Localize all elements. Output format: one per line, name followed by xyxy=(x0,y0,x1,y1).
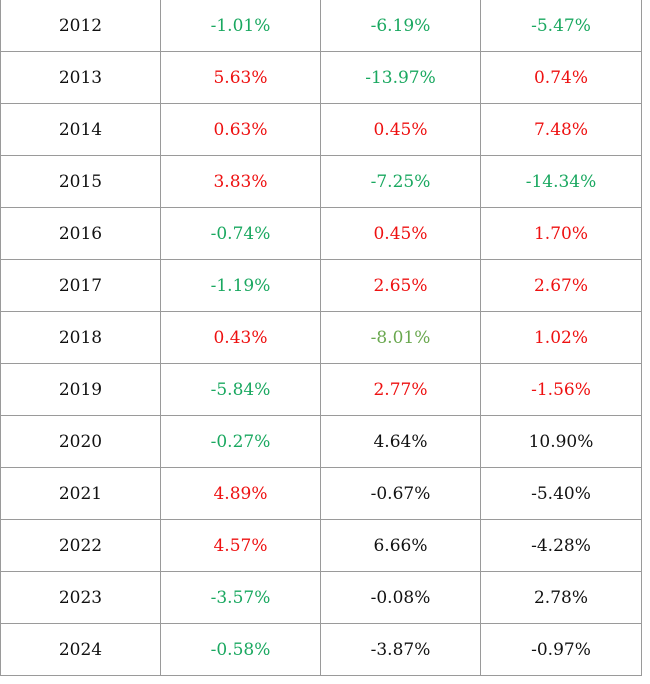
value-cell: -0.58% xyxy=(160,623,321,676)
value-cell: 7.48% xyxy=(480,103,642,156)
value-cell: -5.84% xyxy=(160,363,321,416)
value-cell: 4.64% xyxy=(320,415,481,468)
table-row: 2013 5.63% -13.97% 0.74% xyxy=(0,51,642,104)
value-cell: -1.19% xyxy=(160,259,321,312)
year-cell: 2022 xyxy=(0,519,161,572)
value-cell: -14.34% xyxy=(480,155,642,208)
value-cell: 3.83% xyxy=(160,155,321,208)
year-cell: 2024 xyxy=(0,623,161,676)
year-cell: 2017 xyxy=(0,259,161,312)
value-cell: -1.01% xyxy=(160,0,321,52)
table-row: 2020 -0.27% 4.64% 10.90% xyxy=(0,415,642,468)
table-row: 2024 -0.58% -3.87% -0.97% xyxy=(0,623,642,676)
value-cell: 1.70% xyxy=(480,207,642,260)
value-cell: -0.27% xyxy=(160,415,321,468)
value-cell: -0.97% xyxy=(480,623,642,676)
value-cell: 5.63% xyxy=(160,51,321,104)
value-cell: -3.57% xyxy=(160,571,321,624)
table-row: 2023 -3.57% -0.08% 2.78% xyxy=(0,571,642,624)
value-cell: -7.25% xyxy=(320,155,481,208)
year-cell: 2016 xyxy=(0,207,161,260)
value-cell: 0.45% xyxy=(320,207,481,260)
table-row: 2017 -1.19% 2.65% 2.67% xyxy=(0,259,642,312)
value-cell: 0.63% xyxy=(160,103,321,156)
value-cell: 2.65% xyxy=(320,259,481,312)
table-row: 2022 4.57% 6.66% -4.28% xyxy=(0,519,642,572)
year-cell: 2014 xyxy=(0,103,161,156)
table-row: 2019 -5.84% 2.77% -1.56% xyxy=(0,363,642,416)
year-cell: 2019 xyxy=(0,363,161,416)
value-cell: -13.97% xyxy=(320,51,481,104)
year-cell: 2021 xyxy=(0,467,161,520)
year-cell: 2018 xyxy=(0,311,161,364)
year-cell: 2012 xyxy=(0,0,161,52)
value-cell: -0.74% xyxy=(160,207,321,260)
value-cell: 4.89% xyxy=(160,467,321,520)
value-cell: -5.40% xyxy=(480,467,642,520)
value-cell: -0.08% xyxy=(320,571,481,624)
value-cell: 0.45% xyxy=(320,103,481,156)
value-cell: -4.28% xyxy=(480,519,642,572)
value-cell: -5.47% xyxy=(480,0,642,52)
value-cell: 0.43% xyxy=(160,311,321,364)
value-cell: 4.57% xyxy=(160,519,321,572)
table-row: 2012 -1.01% -6.19% -5.47% xyxy=(0,0,642,52)
value-cell: 2.67% xyxy=(480,259,642,312)
table-row: 2015 3.83% -7.25% -14.34% xyxy=(0,155,642,208)
year-cell: 2015 xyxy=(0,155,161,208)
table-row: 2016 -0.74% 0.45% 1.70% xyxy=(0,207,642,260)
value-cell: -0.67% xyxy=(320,467,481,520)
returns-table: 2012 -1.01% -6.19% -5.47% 2013 5.63% -13… xyxy=(0,0,642,676)
value-cell: 2.78% xyxy=(480,571,642,624)
year-cell: 2023 xyxy=(0,571,161,624)
year-cell: 2020 xyxy=(0,415,161,468)
value-cell: 0.74% xyxy=(480,51,642,104)
value-cell: 6.66% xyxy=(320,519,481,572)
table-row: 2018 0.43% -8.01% 1.02% xyxy=(0,311,642,364)
table-row: 2014 0.63% 0.45% 7.48% xyxy=(0,103,642,156)
returns-table-body: 2012 -1.01% -6.19% -5.47% 2013 5.63% -13… xyxy=(0,0,642,676)
value-cell: -3.87% xyxy=(320,623,481,676)
year-cell: 2013 xyxy=(0,51,161,104)
value-cell: 2.77% xyxy=(320,363,481,416)
value-cell: 1.02% xyxy=(480,311,642,364)
value-cell: -6.19% xyxy=(320,0,481,52)
value-cell: -1.56% xyxy=(480,363,642,416)
returns-table-container: 2012 -1.01% -6.19% -5.47% 2013 5.63% -13… xyxy=(0,0,642,676)
value-cell: 10.90% xyxy=(480,415,642,468)
table-row: 2021 4.89% -0.67% -5.40% xyxy=(0,467,642,520)
value-cell: -8.01% xyxy=(320,311,481,364)
